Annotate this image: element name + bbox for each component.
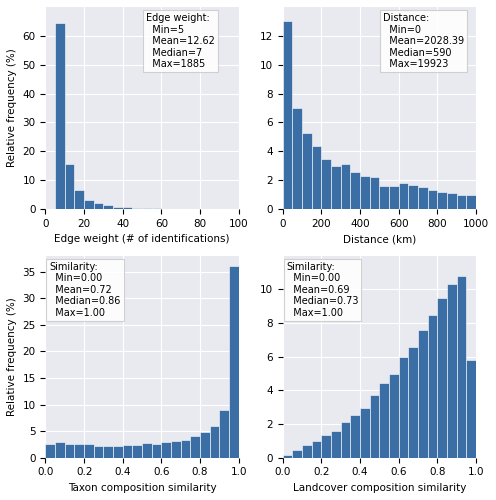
Bar: [55, 442, 65, 458]
Bar: [283, 455, 292, 458]
Bar: [399, 356, 408, 458]
Bar: [132, 445, 142, 458]
Y-axis label: Relative frequency (%): Relative frequency (%): [7, 298, 17, 416]
Bar: [84, 200, 94, 209]
Bar: [360, 176, 370, 209]
Bar: [152, 208, 162, 209]
Bar: [331, 431, 341, 458]
Bar: [210, 426, 219, 458]
X-axis label: Landcover composition similarity: Landcover composition similarity: [293, 483, 466, 493]
Bar: [74, 444, 84, 458]
Bar: [350, 172, 360, 209]
Bar: [370, 394, 379, 458]
Bar: [283, 22, 292, 209]
Bar: [84, 444, 94, 458]
Bar: [447, 194, 457, 209]
Text: Distance:
  Min=0
  Mean=2028.39
  Median=590
  Max=19923: Distance: Min=0 Mean=2028.39 Median=590 …: [383, 13, 464, 70]
Bar: [437, 192, 447, 209]
Bar: [311, 146, 321, 209]
Bar: [65, 444, 74, 458]
Bar: [152, 444, 162, 458]
Y-axis label: Relative frequency (%): Relative frequency (%): [7, 48, 17, 168]
Bar: [408, 346, 418, 458]
Bar: [379, 186, 389, 209]
Bar: [302, 132, 311, 209]
Bar: [113, 206, 123, 209]
Bar: [132, 208, 142, 209]
Bar: [190, 436, 200, 458]
Bar: [418, 188, 428, 209]
Bar: [74, 190, 84, 209]
Bar: [447, 284, 457, 458]
Bar: [457, 194, 466, 209]
Bar: [321, 435, 331, 458]
Bar: [142, 208, 152, 209]
Bar: [360, 408, 370, 458]
X-axis label: Edge weight (# of identifications): Edge weight (# of identifications): [55, 234, 230, 244]
Bar: [200, 432, 210, 458]
Bar: [341, 422, 350, 458]
Bar: [94, 446, 104, 458]
Bar: [457, 276, 466, 458]
Bar: [113, 446, 123, 458]
Bar: [399, 183, 408, 209]
Bar: [123, 445, 132, 458]
Bar: [162, 442, 171, 458]
Bar: [219, 410, 229, 458]
Bar: [46, 444, 55, 458]
Text: Similarity:
  Min=0.00
  Mean=0.72
  Median=0.86
  Max=1.00: Similarity: Min=0.00 Mean=0.72 Median=0.…: [49, 262, 121, 318]
Bar: [171, 442, 181, 458]
Bar: [408, 184, 418, 209]
Bar: [428, 190, 437, 209]
Bar: [94, 204, 104, 209]
Bar: [123, 208, 132, 209]
Bar: [104, 446, 113, 458]
Bar: [104, 206, 113, 209]
Bar: [437, 298, 447, 458]
Bar: [162, 208, 171, 209]
Bar: [418, 330, 428, 458]
Bar: [350, 415, 360, 458]
Bar: [321, 158, 331, 209]
X-axis label: Taxon composition similarity: Taxon composition similarity: [68, 483, 216, 493]
X-axis label: Distance (km): Distance (km): [343, 234, 416, 244]
Bar: [466, 360, 476, 458]
Bar: [389, 374, 399, 458]
Bar: [302, 445, 311, 458]
Text: Similarity:
  Min=0.00
  Mean=0.69
  Median=0.73
  Max=1.00: Similarity: Min=0.00 Mean=0.69 Median=0.…: [287, 262, 358, 318]
Text: Edge weight:
  Min=5
  Mean=12.62
  Median=7
  Max=1885: Edge weight: Min=5 Mean=12.62 Median=7 M…: [146, 13, 215, 70]
Bar: [341, 164, 350, 209]
Bar: [55, 23, 65, 209]
Bar: [311, 441, 321, 458]
Bar: [466, 194, 476, 209]
Bar: [181, 440, 190, 458]
Bar: [229, 266, 239, 458]
Bar: [389, 186, 399, 209]
Bar: [142, 444, 152, 458]
Bar: [379, 383, 389, 458]
Bar: [65, 164, 74, 209]
Bar: [428, 314, 437, 458]
Bar: [292, 450, 302, 458]
Bar: [292, 108, 302, 209]
Bar: [331, 166, 341, 209]
Bar: [370, 178, 379, 209]
